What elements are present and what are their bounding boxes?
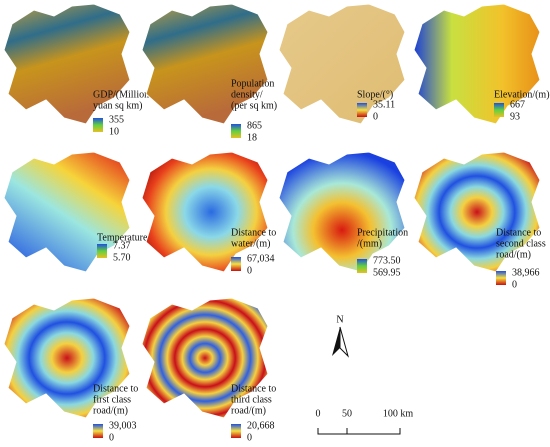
panel-label: Distance to: [93, 383, 138, 394]
legend-max: 35.11: [373, 99, 395, 110]
legend-max: 7.37: [113, 240, 131, 251]
panel-label: Distance to: [231, 227, 276, 238]
panel-label: Distance to: [496, 227, 541, 238]
panel-label: density/: [231, 89, 263, 100]
region-map: [141, 3, 269, 125]
legend-swatch: [357, 259, 367, 273]
panel-label: yuan sq km): [93, 100, 142, 111]
legend-min: 0: [247, 265, 252, 276]
north-arrow: [332, 326, 349, 358]
scale-label: 100 km: [383, 408, 414, 419]
legend-min: 18: [247, 132, 257, 143]
legend-min: 0: [512, 279, 517, 290]
panel-label: road/(m): [93, 405, 128, 416]
panel-label: Temperature/(°C): [97, 232, 168, 243]
legend-swatch: [93, 118, 103, 132]
panel-label: Slope/(°): [357, 89, 393, 100]
scale-label: 50: [342, 408, 352, 419]
north-arrow-left: [332, 327, 340, 356]
north-arrow-right: [339, 326, 349, 358]
scale-bar: [317, 428, 401, 435]
panel-label: road/(m): [496, 249, 531, 260]
legend-min: 569.95: [373, 267, 401, 278]
legend-swatch: [494, 103, 504, 117]
legend-max: 38,966: [512, 267, 540, 278]
legend-swatch: [496, 271, 506, 285]
legend-swatch: [231, 124, 241, 138]
legend-min: 5.70: [113, 252, 131, 263]
legend-swatch: [231, 257, 241, 271]
legend-max: 39,003: [109, 420, 137, 431]
panel-label: (per sq km): [231, 100, 277, 111]
region-map: [278, 3, 406, 125]
panel-label: first class: [93, 394, 131, 405]
legend-max: 667: [510, 99, 525, 110]
panel-label: Precipitation: [357, 227, 408, 238]
legend-max: 20,668: [247, 420, 275, 431]
legend-swatch: [93, 424, 103, 438]
legend-min: 0: [373, 111, 378, 122]
legend-min: 93: [510, 111, 520, 122]
panel-label: water/(m): [231, 238, 270, 249]
region-map: [3, 297, 131, 419]
region-map: [413, 3, 541, 125]
scale-label: 0: [316, 408, 321, 419]
legend-swatch: [97, 244, 107, 258]
panel-label: Population: [231, 78, 274, 89]
legend-max: 773.50: [373, 255, 401, 266]
panel-label: third class: [231, 394, 272, 405]
panel-label: /(mm): [357, 238, 382, 249]
legend-max: 67,034: [247, 253, 275, 264]
legend-swatch: [231, 424, 241, 438]
panel-label: road/(m): [231, 405, 266, 416]
region-map: [3, 3, 131, 125]
region-map: [278, 151, 406, 273]
north-label: N: [336, 314, 343, 325]
region-map: [141, 297, 269, 419]
region-map: [141, 151, 269, 273]
legend-min: 10: [109, 126, 119, 137]
legend-min: 0: [109, 432, 114, 443]
panel-label: GDP/(Million: [93, 89, 149, 100]
panel-label: Elevation/(m): [494, 89, 550, 100]
region-map: [3, 151, 131, 273]
panel-label: second class: [496, 238, 546, 249]
legend-max: 865: [247, 120, 262, 131]
region-map: [413, 151, 541, 273]
legend-min: 0: [247, 432, 252, 443]
scale-line: [317, 428, 401, 435]
legend-max: 355: [109, 114, 124, 125]
panel-label: Distance to: [231, 383, 276, 394]
legend-swatch: [357, 103, 367, 117]
